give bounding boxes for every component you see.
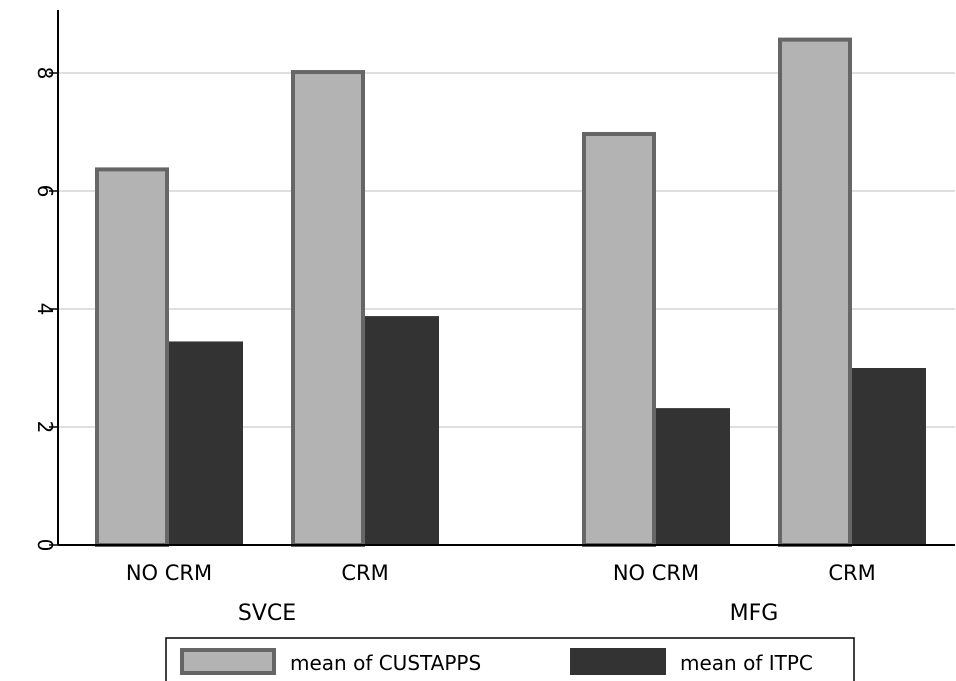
legend-box bbox=[165, 637, 855, 681]
y-ticks: 0 2 4 6 8 bbox=[33, 67, 58, 552]
bar-custapps bbox=[291, 70, 365, 548]
y-tick-label: 6 bbox=[33, 185, 57, 198]
group-label: SVCE bbox=[238, 601, 296, 626]
legend-swatch-custapps bbox=[180, 648, 276, 675]
legend: mean of CUSTAPPS mean of ITPC bbox=[165, 637, 855, 681]
bar-itpc bbox=[852, 368, 926, 545]
y-tick-label: 2 bbox=[33, 421, 57, 434]
category-label: CRM bbox=[341, 561, 388, 585]
legend-swatch-itpc bbox=[570, 648, 666, 675]
category-label: NO CRM bbox=[613, 561, 699, 585]
bar-custapps bbox=[778, 37, 852, 547]
y-tick-label: 0 bbox=[33, 539, 57, 552]
y-tick-label: 4 bbox=[33, 303, 57, 316]
bar-custapps bbox=[582, 132, 656, 547]
bars bbox=[95, 37, 926, 548]
bar-itpc bbox=[656, 408, 730, 545]
legend-label: mean of ITPC bbox=[680, 651, 813, 675]
bar-itpc bbox=[169, 341, 243, 545]
y-tick-label: 8 bbox=[33, 67, 57, 80]
legend-label: mean of CUSTAPPS bbox=[290, 651, 481, 675]
bar-custapps bbox=[95, 167, 169, 547]
bar-itpc bbox=[365, 316, 439, 545]
x-labels: NO CRM CRM SVCE NO CRM CRM MFG bbox=[126, 561, 876, 626]
category-label: CRM bbox=[828, 561, 875, 585]
category-label: NO CRM bbox=[126, 561, 212, 585]
axes bbox=[57, 10, 955, 546]
group-label: MFG bbox=[730, 601, 779, 626]
